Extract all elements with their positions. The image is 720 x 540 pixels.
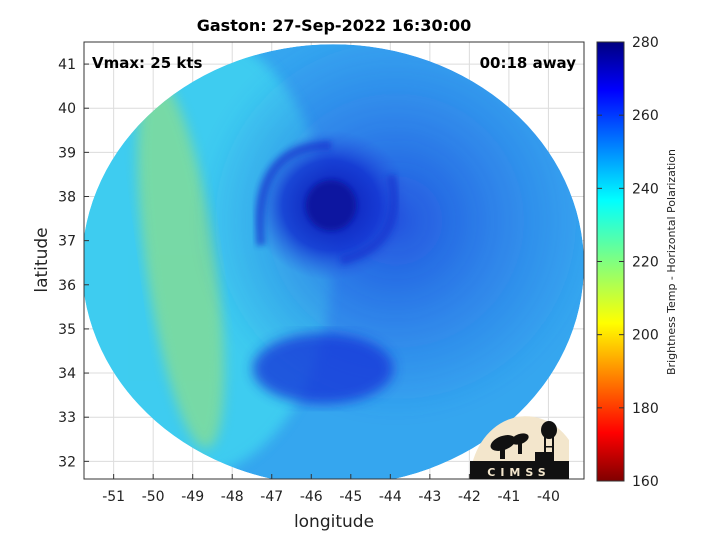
y-tick-label: 37 [58, 234, 76, 250]
colorbar-label: Brightness Temp - Horizontal Polarizatio… [665, 149, 678, 375]
microwave-swath [84, 44, 584, 479]
y-tick-label: 32 [58, 454, 76, 470]
x-tick-label: -48 [221, 489, 244, 505]
chart-title: Gaston: 27-Sep-2022 16:30:00 [197, 16, 472, 35]
x-tick-label: -42 [458, 489, 481, 505]
y-tick-label: 40 [58, 101, 76, 117]
x-tick-label: -51 [102, 489, 125, 505]
swath-spiral-arm [339, 174, 399, 265]
swath-fill [84, 44, 584, 479]
colorbar-ticks: 160 180 200 220 240 260 280 [597, 35, 659, 490]
colorbar-tick-label: 220 [632, 255, 659, 271]
y-tick-label: 41 [58, 57, 76, 73]
colorbar-tick-label: 260 [632, 108, 659, 124]
y-tick-label: 35 [58, 322, 76, 338]
colorbar-tick-label: 240 [632, 181, 659, 197]
y-tick-label: 34 [58, 366, 76, 382]
colorbar-tick-label: 280 [632, 35, 659, 51]
x-tick-label: -40 [537, 489, 560, 505]
logo-text: CIMSS [487, 466, 550, 479]
x-tick-label: -45 [339, 489, 362, 505]
colorbar-tick-label: 180 [632, 401, 659, 417]
x-tick-label: -47 [260, 489, 283, 505]
y-tick-label: 33 [58, 410, 76, 426]
swath-warm-arc [137, 76, 225, 449]
cimss-logo: CIMSS [470, 416, 569, 479]
x-tick-label: -43 [418, 489, 441, 505]
y-axis-label: latitude [32, 227, 52, 292]
vmax-annotation: Vmax: 25 kts [92, 54, 202, 72]
swath-spiral-band [252, 333, 394, 404]
logo-water-tower-icon [541, 421, 557, 461]
y-axis-ticks: 32 33 34 35 36 37 38 39 40 41 [58, 57, 89, 470]
heatmap-layer [84, 44, 584, 479]
x-axis-label: longitude [294, 512, 374, 532]
x-tick-label: -41 [497, 489, 520, 505]
y-tick-label: 39 [58, 145, 76, 161]
x-axis-ticks: -51 -50 -49 -48 -47 -46 -45 -44 -43 -42 -41 -40 [102, 474, 560, 505]
swath-spiral-arm [255, 140, 332, 246]
colorbar-tick-label: 160 [632, 474, 659, 490]
x-tick-label: -49 [181, 489, 204, 505]
y-tick-label: 36 [58, 278, 76, 294]
colorbar-tick-label: 200 [632, 328, 659, 344]
plot-frame [83, 41, 585, 480]
x-tick-label: -50 [142, 489, 165, 505]
time-away-annotation: 00:18 away [480, 54, 577, 72]
swath-storm-eye [305, 180, 357, 231]
x-tick-label: -46 [300, 489, 323, 505]
y-tick-label: 38 [58, 189, 76, 205]
x-tick-label: -44 [379, 489, 402, 505]
